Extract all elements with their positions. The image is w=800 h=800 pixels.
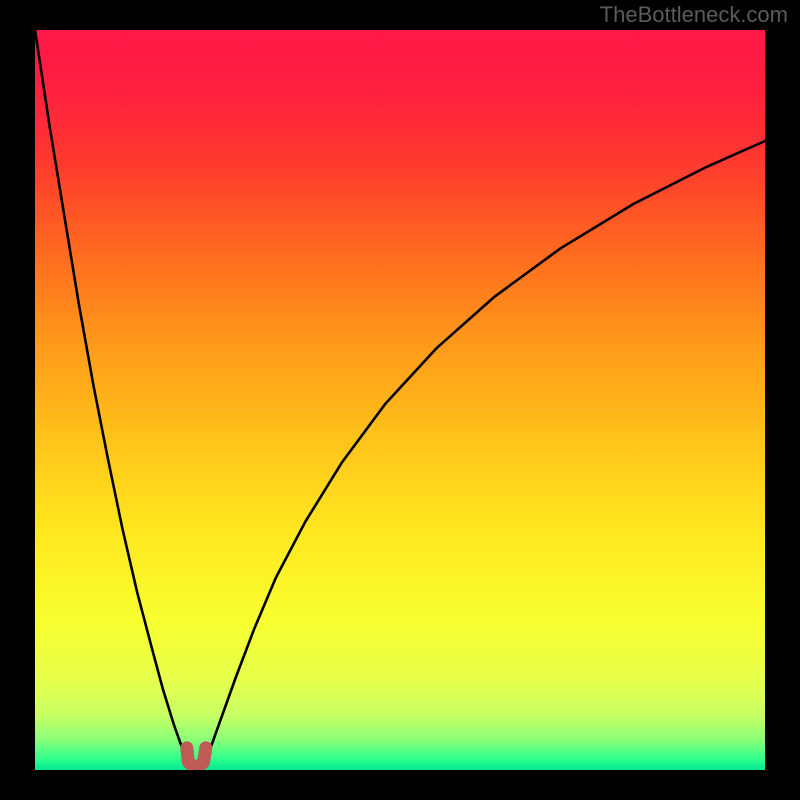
plot-svg [35, 30, 765, 770]
watermark-text: TheBottleneck.com [600, 2, 788, 28]
gradient-background [35, 30, 765, 770]
chart-container: TheBottleneck.com [0, 0, 800, 800]
plot-area [35, 30, 765, 770]
